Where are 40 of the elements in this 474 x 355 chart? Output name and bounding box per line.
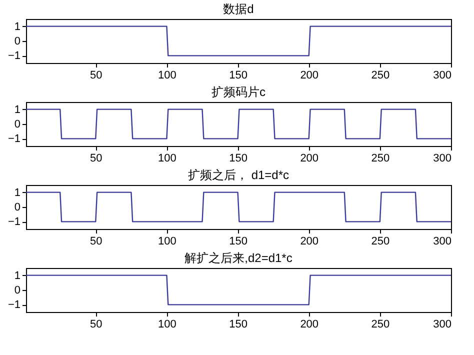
x-tick-label: 200 <box>300 318 319 330</box>
x-tick-label: 150 <box>229 236 248 248</box>
y-tick-label: −1 <box>8 299 20 312</box>
x-tick-label: 50 <box>90 318 102 330</box>
x-tick-label: 100 <box>158 236 176 248</box>
x-tick-label: 250 <box>371 70 390 82</box>
x-tick-label: 250 <box>371 236 390 248</box>
x-tick-label: 200 <box>300 152 319 164</box>
chart-title: 扩频之后， d1=d*c <box>188 168 290 182</box>
chart-title: 数据d <box>223 2 254 16</box>
x-tick-label: 300 <box>433 236 452 248</box>
x-tick-label: 150 <box>229 318 248 330</box>
y-tick-label: 0 <box>14 36 20 48</box>
x-tick-label: 200 <box>300 70 319 82</box>
y-tick-label: 1 <box>14 186 20 199</box>
y-tick-label: −1 <box>8 216 20 228</box>
x-tick-label: 150 <box>229 152 248 164</box>
y-tick-label: −1 <box>8 133 20 146</box>
y-tick-label: −1 <box>8 50 20 62</box>
x-tick-label: 100 <box>158 152 176 164</box>
x-tick-label: 50 <box>90 152 102 164</box>
x-tick-label: 300 <box>433 70 452 82</box>
y-tick-label: 1 <box>14 20 20 33</box>
x-tick-label: 50 <box>90 70 102 82</box>
x-tick-label: 100 <box>158 318 176 330</box>
y-tick-label: 1 <box>14 104 20 116</box>
chart-title: 解扩之后来,d2=d1*c <box>184 251 292 265</box>
x-tick-label: 300 <box>433 152 452 164</box>
x-tick-label: 300 <box>433 318 452 330</box>
y-tick-label: 0 <box>14 118 20 130</box>
chart-title: 扩频码片c <box>212 85 266 99</box>
y-tick-label: 0 <box>14 284 20 296</box>
x-tick-label: 250 <box>371 318 390 330</box>
y-tick-label: 1 <box>14 270 20 282</box>
x-tick-label: 200 <box>300 236 319 248</box>
x-tick-label: 150 <box>229 70 248 82</box>
x-tick-label: 50 <box>90 236 102 248</box>
x-tick-label: 100 <box>158 70 176 82</box>
y-tick-label: 0 <box>14 202 20 214</box>
x-tick-label: 250 <box>371 152 390 164</box>
